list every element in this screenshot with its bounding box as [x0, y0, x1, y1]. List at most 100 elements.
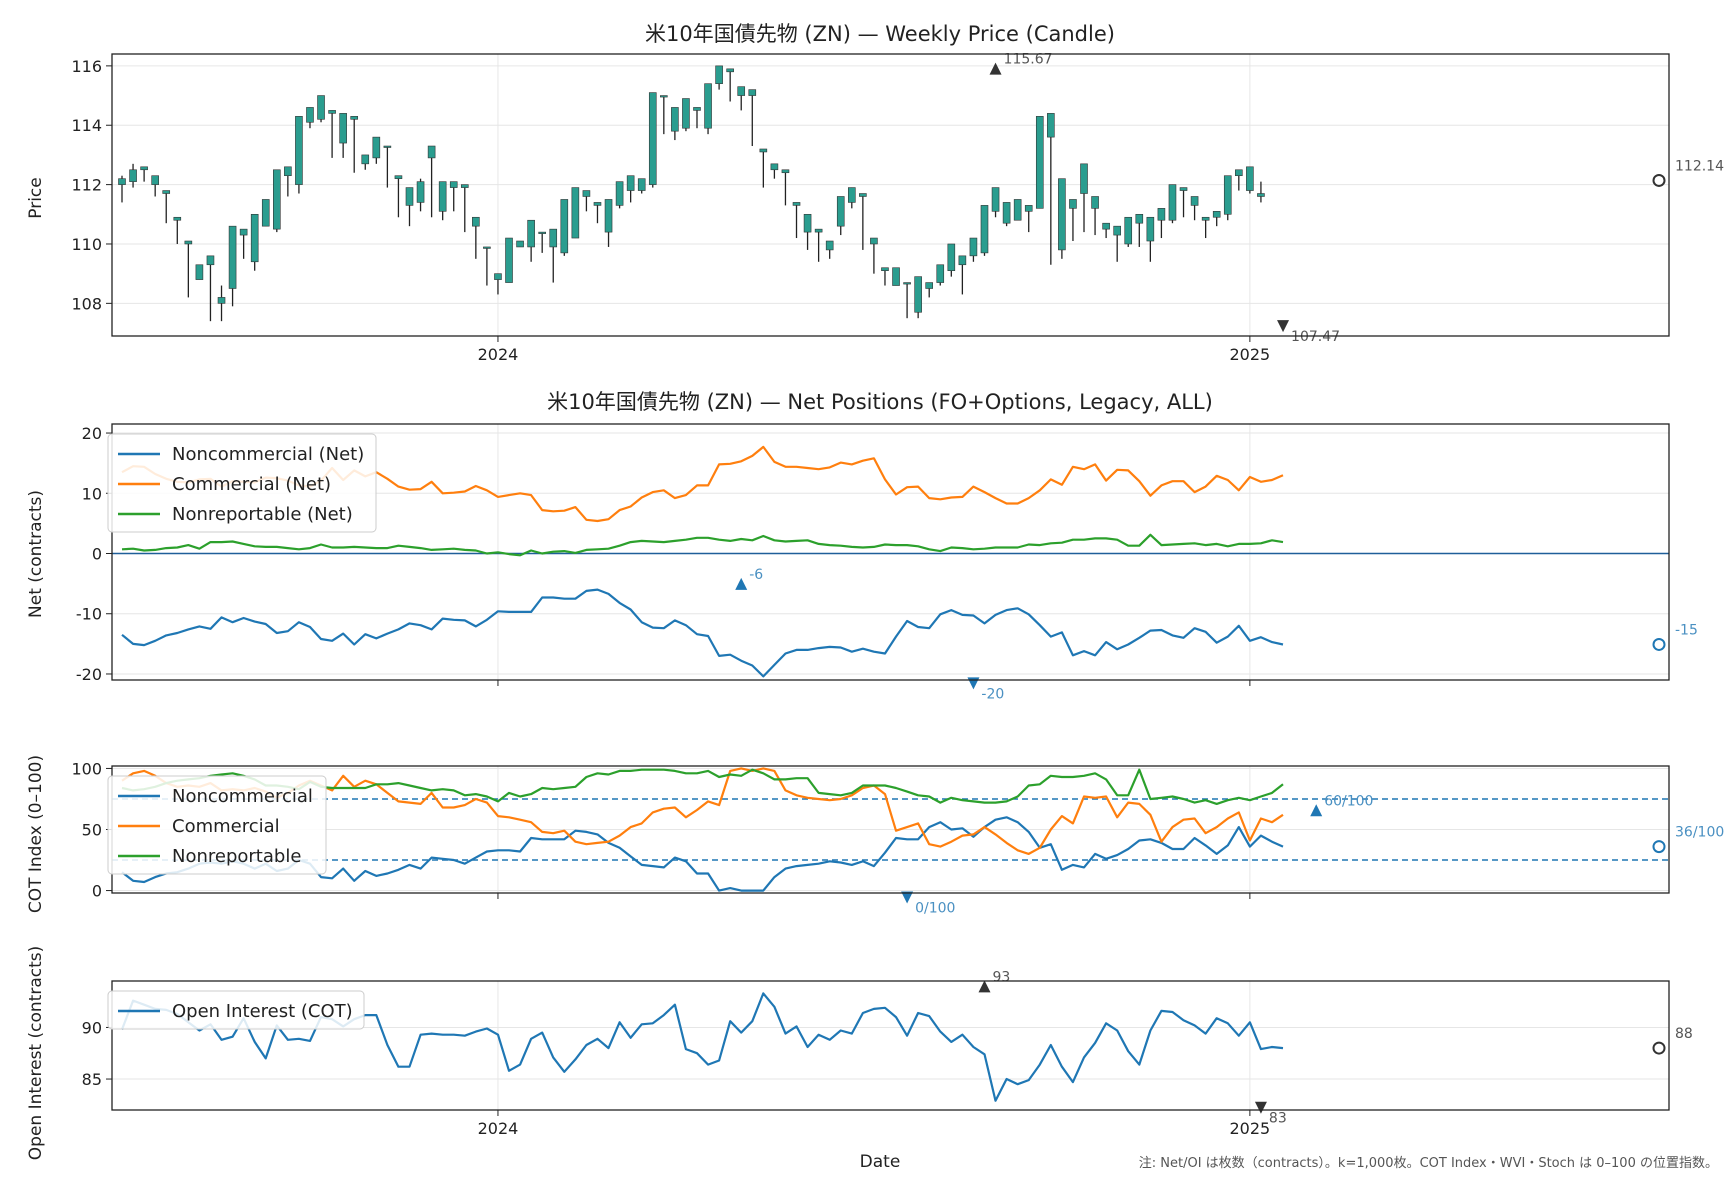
candle-body — [405, 187, 414, 206]
net-panel-title: 米10年国債先物 (ZN) — Net Positions (FO+Option… — [547, 390, 1213, 414]
candle-body — [173, 216, 182, 221]
candle-body — [1179, 187, 1188, 191]
candle-body — [936, 264, 945, 283]
price-ylabel: Price — [26, 177, 46, 218]
max-label: 93 — [992, 969, 1010, 985]
candle-body — [593, 202, 602, 206]
y-tick-label: 50 — [82, 821, 102, 840]
candle-body — [969, 237, 978, 257]
legend-label-nonreportable: Nonreportable — [172, 846, 301, 867]
candle-body — [1024, 205, 1033, 212]
candle-body — [1135, 213, 1144, 224]
candle-body — [825, 240, 834, 251]
candle-body — [483, 246, 491, 249]
max-label: 115.67 — [1004, 52, 1053, 68]
candle-body — [903, 282, 911, 285]
footnote: 注: Net/OI は枚数（contracts）。k=1,000枚。COT In… — [1138, 1156, 1718, 1171]
x-axis-label: Date — [860, 1152, 901, 1172]
candle-body — [538, 231, 546, 234]
candle-body — [449, 181, 458, 188]
legend-label-commercial: Commercial — [172, 816, 280, 837]
candle-body — [416, 181, 425, 203]
max-marker — [1310, 804, 1323, 817]
candle-body — [770, 163, 779, 171]
candle-body — [460, 184, 469, 188]
candle-body — [184, 240, 193, 245]
y-tick-label: 108 — [71, 294, 102, 313]
candle-body — [527, 219, 535, 248]
plot-frame — [111, 53, 1670, 337]
last-label: 112.14 — [1675, 158, 1724, 174]
x-tick-label: 2024 — [478, 1119, 519, 1138]
candle-body — [118, 178, 126, 185]
candle-body — [1212, 211, 1221, 218]
y-tick-label: 110 — [71, 235, 102, 254]
candle-body — [704, 83, 712, 129]
candle-body — [217, 297, 226, 304]
candle-body — [792, 202, 801, 206]
series-line-nonreportable — [121, 533, 1284, 557]
candle-body — [803, 213, 812, 233]
y-tick-label: 20 — [82, 424, 102, 443]
legend-label-nonreportable: Nonreportable (Net) — [172, 504, 353, 525]
candle-body — [737, 86, 746, 96]
candle-body — [859, 193, 867, 197]
candle-body — [847, 187, 856, 203]
candle-body — [394, 175, 403, 179]
candle-body — [814, 228, 823, 233]
x-tick-label: 2025 — [1230, 1119, 1271, 1138]
legend-label-noncommercial: Noncommercial (Net) — [172, 444, 364, 465]
last-marker — [1652, 1041, 1666, 1055]
candle-body — [438, 181, 447, 212]
y-tick-label: 0 — [92, 882, 102, 901]
max-label: -6 — [749, 567, 763, 583]
candle-body — [383, 145, 392, 148]
candle-body — [328, 110, 336, 114]
candle-body — [516, 240, 524, 248]
candle-body — [925, 282, 934, 289]
candle-body — [1201, 216, 1210, 221]
y-tick-label: 112 — [71, 176, 102, 195]
cot-ylabel: COT Index (0–100) — [26, 755, 46, 913]
candle-body — [273, 169, 281, 230]
min-marker — [901, 891, 914, 904]
candle-body — [1146, 216, 1155, 242]
candle-body — [228, 225, 237, 289]
candle-body — [505, 237, 513, 283]
net-positions-panel: 20 10 0 -10 -20 -6 -20 -15 Noncommercial (Net) Co… — [76, 423, 1698, 702]
candle-body — [306, 107, 314, 123]
min-marker — [1254, 1101, 1267, 1114]
max-marker — [989, 62, 1002, 75]
candle-body — [350, 116, 359, 120]
min-label: 83 — [1269, 1111, 1287, 1127]
candle-body — [836, 196, 845, 227]
candle-body — [1080, 163, 1088, 194]
last-label: -15 — [1675, 622, 1698, 638]
candle-body — [881, 267, 889, 271]
candle-body — [715, 65, 723, 84]
candle-body — [726, 68, 734, 73]
candle-body — [339, 113, 347, 144]
candle-body — [671, 107, 679, 132]
candle-body — [317, 95, 325, 120]
y-tick-label: -10 — [76, 605, 102, 624]
candle-body — [250, 213, 259, 263]
candle-body — [980, 205, 989, 254]
candle-body — [1013, 199, 1022, 221]
candle-body — [129, 169, 137, 182]
candle-body — [1168, 184, 1177, 221]
candle-body — [682, 98, 690, 129]
candle-body — [693, 107, 701, 111]
y-tick-label: 114 — [71, 116, 102, 135]
candle-body — [626, 175, 635, 191]
candle-body — [781, 169, 790, 174]
candle-body — [1190, 196, 1199, 206]
candle-body — [560, 199, 569, 254]
y-tick-label: 100 — [71, 759, 102, 778]
candle-body — [1223, 175, 1232, 215]
y-tick-label: -20 — [76, 665, 102, 684]
candle-body — [958, 255, 967, 266]
candle-body — [427, 145, 436, 159]
candle-body — [870, 237, 878, 245]
candle-body — [494, 273, 502, 280]
